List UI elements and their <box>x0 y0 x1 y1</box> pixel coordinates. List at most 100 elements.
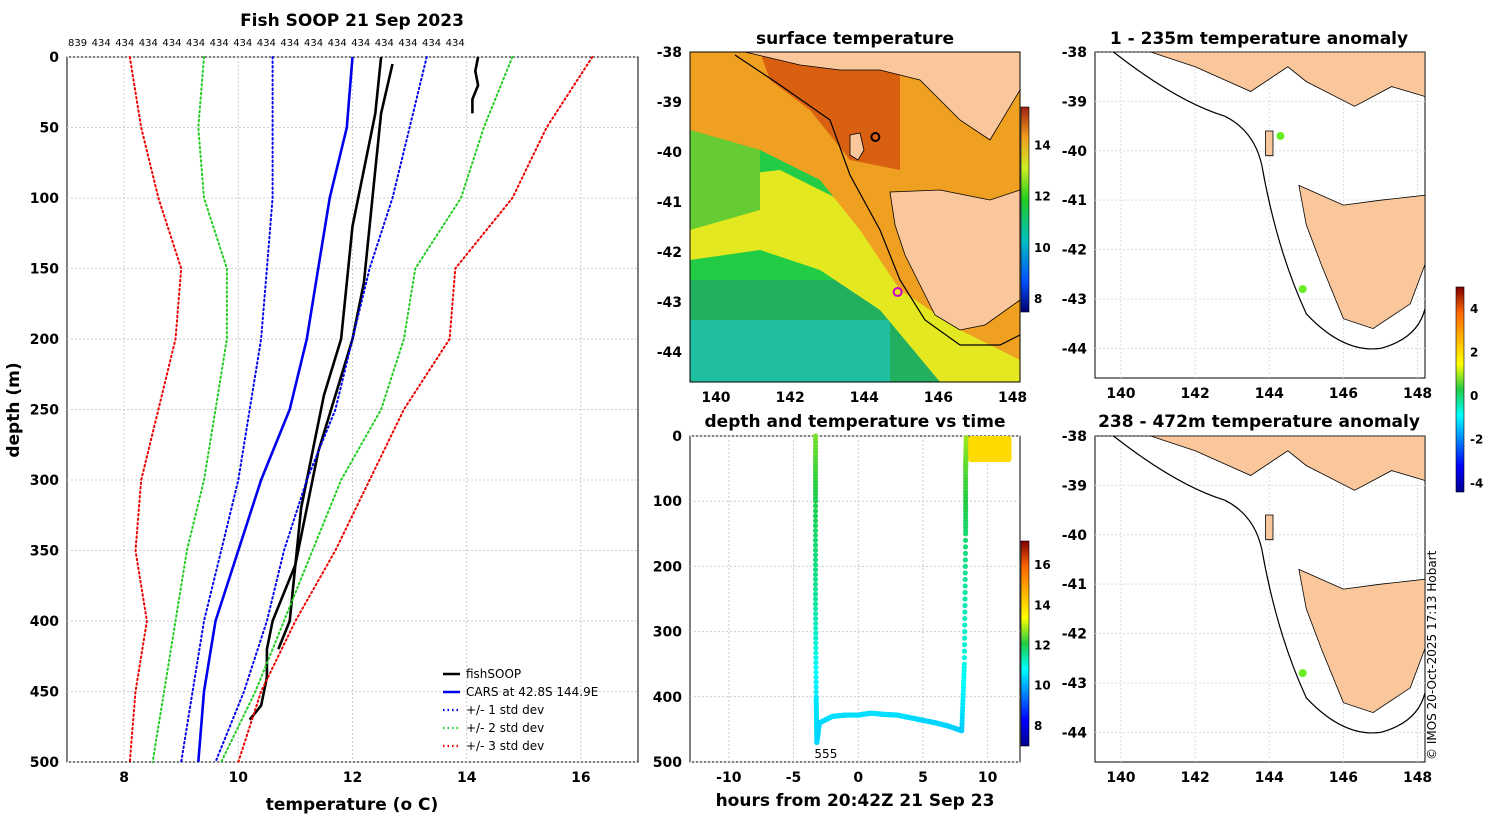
legend-label: +/- 1 std dev <box>466 703 544 717</box>
data-point <box>812 527 819 534</box>
x-tick-label: -5 <box>786 770 802 786</box>
data-point <box>961 642 968 648</box>
y-tick-label: -39 <box>1062 478 1087 494</box>
x-tick-label: 10 <box>229 770 249 786</box>
series-line <box>277 63 394 650</box>
colorbar-tick-label: 8 <box>1034 292 1042 306</box>
data-point <box>962 576 968 583</box>
y-tick-label: 100 <box>653 494 682 510</box>
colorbar-tick-label: 14 <box>1034 138 1051 152</box>
location-marker <box>892 287 903 297</box>
time-x-label: hours from 20:42Z 21 Sep 23 <box>716 791 995 811</box>
shelf-contour <box>734 54 1020 346</box>
x-tick-label: -10 <box>716 770 742 786</box>
data-point <box>812 601 819 607</box>
y-tick-label: -43 <box>1062 292 1087 308</box>
series-line <box>128 56 183 763</box>
data-point <box>962 596 968 602</box>
anomaly-point <box>1298 285 1307 294</box>
y-tick-label: -38 <box>1062 45 1087 61</box>
colorbar-tick-label: -2 <box>1470 433 1483 447</box>
data-point <box>812 552 819 558</box>
location-marker <box>870 132 881 142</box>
anomaly-shallow-panel: 1 - 235m temperature anomaly 140 142 144 14… <box>1062 29 1432 402</box>
y-tick-label: -41 <box>1062 577 1087 593</box>
land-king-island <box>1265 130 1274 157</box>
legend-label: +/- 3 std dev <box>466 739 544 753</box>
colorbar-tick-label: 4 <box>1470 302 1478 316</box>
land-mainland <box>1095 51 1426 107</box>
y-tick-label: 400 <box>653 690 682 706</box>
time-colorbar-ticks: 8 10 12 14 16 <box>1034 558 1051 733</box>
data-point <box>962 609 968 615</box>
y-tick-label: -42 <box>1062 627 1087 643</box>
time-colorbar <box>1020 540 1030 747</box>
credit-text: © IMOS 20-Oct-2025 17:13 Hobart <box>1425 550 1439 760</box>
x-tick-label: 142 <box>775 390 804 406</box>
profile-grid <box>67 56 638 763</box>
anomaly-point <box>1298 669 1307 678</box>
x-tick-label: 140 <box>1106 770 1135 786</box>
data-point <box>812 571 819 578</box>
y-tick-label: 100 <box>30 191 59 207</box>
series-line <box>471 56 480 114</box>
data-point <box>813 615 819 622</box>
count-label: 434 <box>115 38 134 49</box>
y-tick-label: 0 <box>672 429 682 445</box>
profile-lines <box>128 56 594 763</box>
x-tick-label: 8 <box>119 770 129 786</box>
data-point <box>812 513 819 519</box>
data-point <box>812 518 819 524</box>
y-tick-label: -41 <box>1062 193 1087 209</box>
data-point <box>962 537 969 543</box>
count-label: 434 <box>280 38 299 49</box>
profile-panel: 8 10 12 14 16 0 50 100 150 200 250 300 350 400 450 500… <box>4 11 639 815</box>
sst-panel: 140 142 144 146 148 -38-39-40-41-42-43-44 su… <box>657 29 1051 406</box>
legend-label: +/- 2 std dev <box>466 721 544 735</box>
x-tick-label: 140 <box>701 390 730 406</box>
x-tick-label: 16 <box>571 770 590 786</box>
data-point <box>962 602 968 609</box>
count-label: 434 <box>375 38 394 49</box>
data-point <box>962 550 969 556</box>
x-tick-label: 142 <box>1180 386 1209 402</box>
data-point <box>812 537 819 543</box>
data-point <box>812 596 819 602</box>
sst-colorbar-ticks: 8 10 12 14 <box>1034 138 1051 306</box>
data-point <box>812 581 819 587</box>
data-point <box>813 625 819 631</box>
x-tick-label: 148 <box>998 390 1027 406</box>
shelf-contour <box>1113 435 1426 734</box>
sst-markers <box>870 132 903 297</box>
x-tick-label: 144 <box>1255 770 1284 786</box>
y-tick-label: -44 <box>1062 725 1088 741</box>
data-point <box>813 611 819 617</box>
sst-y-ticks: -38 -39 -40 -41 -42 -43 -44 <box>657 45 683 361</box>
x-tick-label: 140 <box>1106 386 1135 402</box>
count-label: 434 <box>162 38 181 49</box>
data-point <box>962 544 969 550</box>
time-y-ticks: 0 100 200 300 400 500 <box>653 429 682 771</box>
y-tick-label: 450 <box>30 685 59 701</box>
y-tick-label: -39 <box>657 95 682 111</box>
x-tick-label: 144 <box>850 390 879 406</box>
data-point <box>962 629 968 635</box>
data-point <box>812 508 819 514</box>
count-label: 434 <box>233 38 252 49</box>
data-point <box>812 542 819 548</box>
x-tick-label: 142 <box>1180 770 1209 786</box>
anomaly-shallow-title: 1 - 235m temperature anomaly <box>1110 29 1408 49</box>
x-tick-label: 146 <box>1329 770 1358 786</box>
count-label: 434 <box>304 38 323 49</box>
y-tick-label: -42 <box>657 245 682 261</box>
sst-warm-green <box>690 130 760 230</box>
data-point <box>962 615 968 622</box>
data-point <box>813 635 819 641</box>
legend-label: CARS at 42.8S 144.9E <box>466 685 598 699</box>
y-tick-label: -44 <box>1062 341 1088 357</box>
count-label: 839 <box>68 38 87 49</box>
data-point <box>962 570 968 576</box>
count-label: 434 <box>422 38 441 49</box>
y-tick-label: 150 <box>30 262 59 278</box>
